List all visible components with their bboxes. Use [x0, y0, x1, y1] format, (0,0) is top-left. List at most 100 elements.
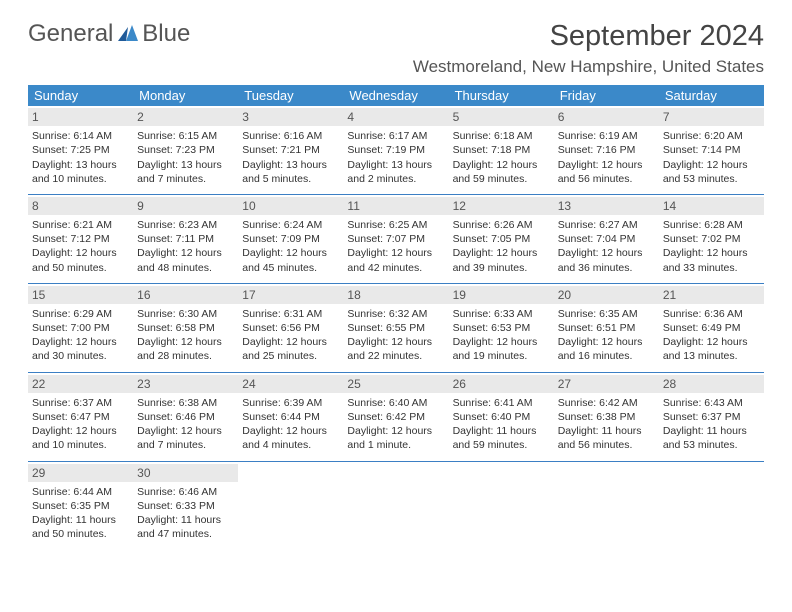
- daylight-line: and 47 minutes.: [137, 527, 234, 541]
- day-number: 4: [343, 108, 448, 126]
- daylight-line: and 22 minutes.: [347, 349, 444, 363]
- daylight-line: Daylight: 12 hours: [137, 335, 234, 349]
- daylight-line: Daylight: 11 hours: [453, 424, 550, 438]
- sunset-line: Sunset: 6:51 PM: [558, 321, 655, 335]
- week-row: 22Sunrise: 6:37 AMSunset: 6:47 PMDayligh…: [28, 373, 764, 462]
- daylight-line: Daylight: 12 hours: [663, 158, 760, 172]
- sunset-line: Sunset: 7:18 PM: [453, 143, 550, 157]
- day-number: 30: [133, 464, 238, 482]
- daylight-line: Daylight: 12 hours: [558, 335, 655, 349]
- daylight-line: and 10 minutes.: [32, 172, 129, 186]
- day-number: 20: [554, 286, 659, 304]
- sunrise-line: Sunrise: 6:28 AM: [663, 218, 760, 232]
- day-cell: 2Sunrise: 6:15 AMSunset: 7:23 PMDaylight…: [133, 106, 238, 194]
- week-row: 8Sunrise: 6:21 AMSunset: 7:12 PMDaylight…: [28, 195, 764, 284]
- day-cell: 15Sunrise: 6:29 AMSunset: 7:00 PMDayligh…: [28, 284, 133, 372]
- daylight-line: and 59 minutes.: [453, 438, 550, 452]
- sunset-line: Sunset: 7:07 PM: [347, 232, 444, 246]
- daylight-line: and 50 minutes.: [32, 527, 129, 541]
- calendar-page: General Blue September 2024 Westmoreland…: [0, 0, 792, 569]
- day-cell: 23Sunrise: 6:38 AMSunset: 6:46 PMDayligh…: [133, 373, 238, 461]
- daylight-line: Daylight: 13 hours: [242, 158, 339, 172]
- day-number: 10: [238, 197, 343, 215]
- daylight-line: Daylight: 11 hours: [137, 513, 234, 527]
- day-cell: 13Sunrise: 6:27 AMSunset: 7:04 PMDayligh…: [554, 195, 659, 283]
- sunset-line: Sunset: 7:19 PM: [347, 143, 444, 157]
- day-number: 7: [659, 108, 764, 126]
- sunset-line: Sunset: 7:25 PM: [32, 143, 129, 157]
- sunset-line: Sunset: 7:04 PM: [558, 232, 655, 246]
- daylight-line: and 33 minutes.: [663, 261, 760, 275]
- sunset-line: Sunset: 7:23 PM: [137, 143, 234, 157]
- week-row: 29Sunrise: 6:44 AMSunset: 6:35 PMDayligh…: [28, 462, 764, 550]
- day-cell: 19Sunrise: 6:33 AMSunset: 6:53 PMDayligh…: [449, 284, 554, 372]
- day-number: 14: [659, 197, 764, 215]
- daylight-line: and 13 minutes.: [663, 349, 760, 363]
- sunset-line: Sunset: 6:38 PM: [558, 410, 655, 424]
- daylight-line: and 56 minutes.: [558, 438, 655, 452]
- weeks-container: 1Sunrise: 6:14 AMSunset: 7:25 PMDaylight…: [28, 106, 764, 549]
- sunrise-line: Sunrise: 6:35 AM: [558, 307, 655, 321]
- sunrise-line: Sunrise: 6:37 AM: [32, 396, 129, 410]
- day-cell: 11Sunrise: 6:25 AMSunset: 7:07 PMDayligh…: [343, 195, 448, 283]
- sunrise-line: Sunrise: 6:31 AM: [242, 307, 339, 321]
- day-number: 24: [238, 375, 343, 393]
- day-number: 27: [554, 375, 659, 393]
- daylight-line: and 2 minutes.: [347, 172, 444, 186]
- day-cell: 25Sunrise: 6:40 AMSunset: 6:42 PMDayligh…: [343, 373, 448, 461]
- day-number: 8: [28, 197, 133, 215]
- day-cell: 10Sunrise: 6:24 AMSunset: 7:09 PMDayligh…: [238, 195, 343, 283]
- daylight-line: and 39 minutes.: [453, 261, 550, 275]
- day-number: 15: [28, 286, 133, 304]
- day-number: 13: [554, 197, 659, 215]
- day-number: 16: [133, 286, 238, 304]
- daylight-line: and 50 minutes.: [32, 261, 129, 275]
- header-right: September 2024 Westmoreland, New Hampshi…: [413, 20, 764, 77]
- sunrise-line: Sunrise: 6:42 AM: [558, 396, 655, 410]
- daylight-line: Daylight: 11 hours: [32, 513, 129, 527]
- day-header-row: Sunday Monday Tuesday Wednesday Thursday…: [28, 85, 764, 106]
- sunset-line: Sunset: 6:37 PM: [663, 410, 760, 424]
- daylight-line: and 56 minutes.: [558, 172, 655, 186]
- day-number: 19: [449, 286, 554, 304]
- sunset-line: Sunset: 6:46 PM: [137, 410, 234, 424]
- day-cell: 6Sunrise: 6:19 AMSunset: 7:16 PMDaylight…: [554, 106, 659, 194]
- daylight-line: Daylight: 13 hours: [137, 158, 234, 172]
- sunset-line: Sunset: 6:49 PM: [663, 321, 760, 335]
- day-number: 25: [343, 375, 448, 393]
- location-label: Westmoreland, New Hampshire, United Stat…: [413, 57, 764, 77]
- daylight-line: Daylight: 12 hours: [242, 424, 339, 438]
- day-number: 29: [28, 464, 133, 482]
- sunrise-line: Sunrise: 6:33 AM: [453, 307, 550, 321]
- day-cell: 28Sunrise: 6:43 AMSunset: 6:37 PMDayligh…: [659, 373, 764, 461]
- sunrise-line: Sunrise: 6:38 AM: [137, 396, 234, 410]
- sunset-line: Sunset: 7:16 PM: [558, 143, 655, 157]
- sunset-line: Sunset: 7:21 PM: [242, 143, 339, 157]
- sunset-line: Sunset: 6:56 PM: [242, 321, 339, 335]
- day-cell: 5Sunrise: 6:18 AMSunset: 7:18 PMDaylight…: [449, 106, 554, 194]
- daylight-line: and 10 minutes.: [32, 438, 129, 452]
- sunset-line: Sunset: 6:58 PM: [137, 321, 234, 335]
- calendar: Sunday Monday Tuesday Wednesday Thursday…: [28, 85, 764, 549]
- sunset-line: Sunset: 6:33 PM: [137, 499, 234, 513]
- day-cell: 26Sunrise: 6:41 AMSunset: 6:40 PMDayligh…: [449, 373, 554, 461]
- day-number: 11: [343, 197, 448, 215]
- month-title: September 2024: [413, 20, 764, 53]
- sunrise-line: Sunrise: 6:24 AM: [242, 218, 339, 232]
- day-header-fri: Friday: [554, 85, 659, 106]
- day-cell: 30Sunrise: 6:46 AMSunset: 6:33 PMDayligh…: [133, 462, 238, 550]
- day-cell: 12Sunrise: 6:26 AMSunset: 7:05 PMDayligh…: [449, 195, 554, 283]
- day-cell: 24Sunrise: 6:39 AMSunset: 6:44 PMDayligh…: [238, 373, 343, 461]
- day-cell: [449, 462, 554, 550]
- sunrise-line: Sunrise: 6:41 AM: [453, 396, 550, 410]
- sunrise-line: Sunrise: 6:30 AM: [137, 307, 234, 321]
- daylight-line: and 19 minutes.: [453, 349, 550, 363]
- daylight-line: and 53 minutes.: [663, 438, 760, 452]
- daylight-line: Daylight: 12 hours: [453, 246, 550, 260]
- day-cell: 17Sunrise: 6:31 AMSunset: 6:56 PMDayligh…: [238, 284, 343, 372]
- daylight-line: Daylight: 12 hours: [663, 246, 760, 260]
- sunrise-line: Sunrise: 6:44 AM: [32, 485, 129, 499]
- sunset-line: Sunset: 6:35 PM: [32, 499, 129, 513]
- daylight-line: and 30 minutes.: [32, 349, 129, 363]
- daylight-line: and 25 minutes.: [242, 349, 339, 363]
